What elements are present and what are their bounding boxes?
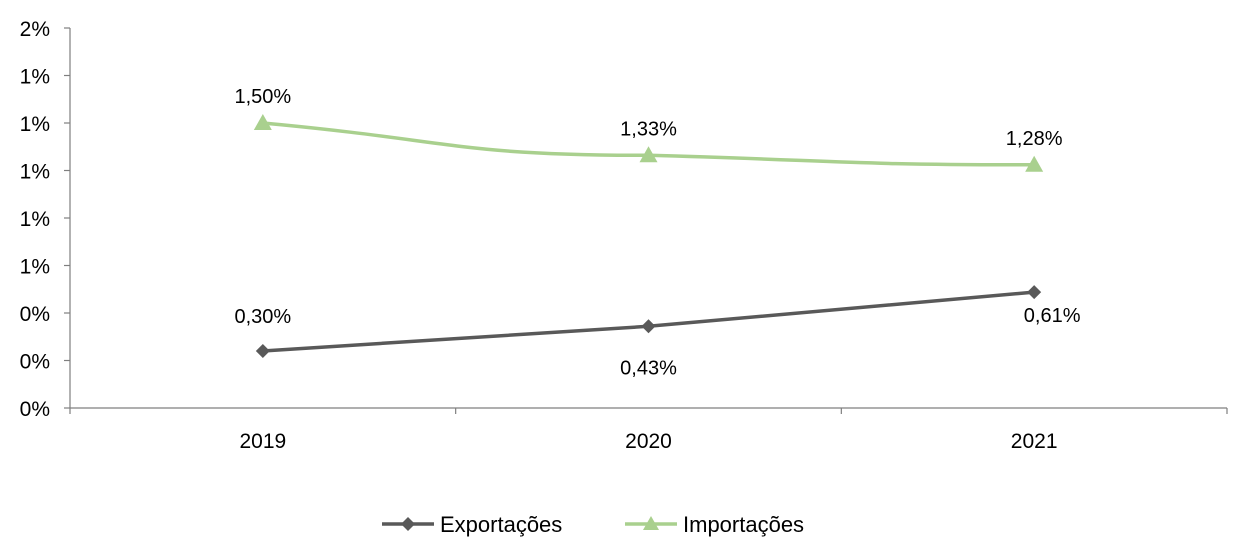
data-label: 0,30% [234,306,291,328]
data-point [253,114,272,130]
y-tick-label: 0% [20,303,50,326]
legend-label: Exportações [440,512,562,537]
y-tick-label: 2% [20,18,50,41]
y-tick-label: 1% [20,256,50,279]
y-tick-label: 1% [20,66,50,89]
legend-item: Importações [625,512,804,537]
axes [69,28,1227,409]
data-point [639,146,658,163]
data-label: 1,28% [1006,128,1063,150]
y-tick-label: 1% [20,161,50,184]
y-tick-label: 1% [20,208,50,231]
data-label: 1,50% [234,86,291,108]
x-tick-label: 2019 [239,430,286,453]
data-label: 1,33% [620,118,677,140]
data-point [255,344,270,358]
y-tick-label: 0% [20,351,50,374]
x-ticks: 2019 2020 2021 [69,408,1228,453]
y-ticks: 0% 0% 0% 1% 1% 1% 1% 1% 2% [20,18,70,421]
x-tick-label: 2020 [625,430,672,453]
legend: Exportações Importações [382,512,804,537]
legend-marker [643,516,659,530]
legend-marker [401,517,415,531]
data-label: 0,61% [1024,305,1081,327]
x-tick-label: 2021 [1011,430,1058,453]
data-labels: 0,30% 0,43% 0,61% 1,50% 1,33% 1,28% [234,86,1080,379]
data-label: 0,43% [620,357,677,379]
series-layer [253,114,1044,358]
data-point [641,319,656,334]
legend-label: Importações [683,512,804,537]
data-point [1025,155,1044,172]
y-tick-label: 0% [20,398,50,421]
data-point [1027,285,1042,300]
y-tick-label: 1% [20,113,50,136]
legend-item: Exportações [382,512,562,537]
